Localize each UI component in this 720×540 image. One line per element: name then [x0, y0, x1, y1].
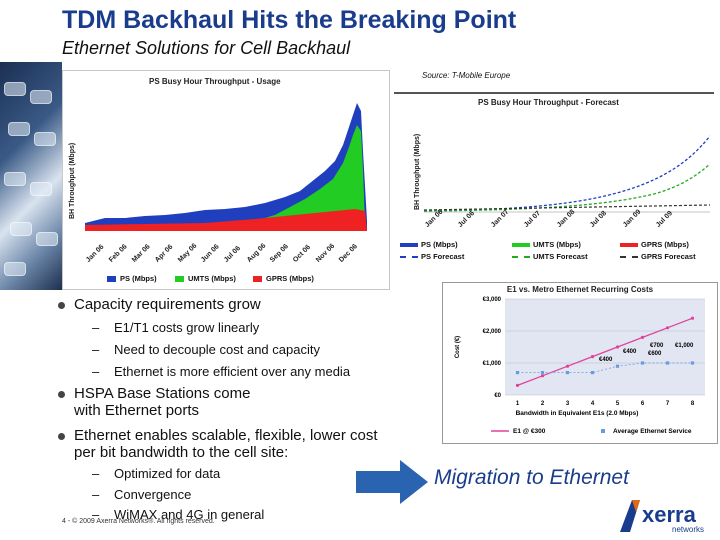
usage-chart-title: PS Busy Hour Throughput - Usage — [149, 77, 281, 86]
x-tick-label: 1 — [516, 401, 520, 407]
bullet-capacity: Capacity requirements grow — [58, 296, 261, 313]
ethernet-cost-point — [565, 371, 570, 375]
e1-cost-point — [640, 335, 645, 339]
sub-bullet: – Convergence — [92, 487, 192, 502]
x-tick-label: 5 — [616, 401, 620, 407]
keyboard-photo — [0, 62, 62, 290]
legend-gprs: GPRS (Mbps) — [253, 274, 314, 283]
usage-tick: May 06 — [177, 242, 199, 264]
x-tick-label: 6 — [641, 401, 645, 407]
cost-plot: €3,000 €2,000 €1,000 €0 1 2 3 4 5 6 7 8 Cost (€) Ba… — [455, 297, 705, 435]
forecast-y-label: BH Throughput (Mbps) — [414, 133, 421, 210]
x-tick-label: 4 — [591, 401, 595, 407]
source-note: Source: T-Mobile Europe — [422, 71, 511, 80]
e1-cost-point — [665, 326, 670, 330]
e1-cost-point — [540, 374, 545, 378]
cost-chart: E1 vs. Metro Ethernet Recurring Costs €3… — [442, 282, 718, 444]
legend-ps: PS (Mbps) — [107, 274, 157, 283]
page-subtitle: Ethernet Solutions for Cell Backhaul — [62, 38, 351, 58]
y-tick-label: €2,000 — [483, 329, 502, 335]
usage-tick: Jul 06 — [223, 244, 242, 264]
x-tick-label: 3 — [566, 401, 570, 407]
ethernet-cost-point — [640, 361, 645, 365]
y-tick-label: €0 — [494, 393, 501, 399]
ps-area — [85, 103, 367, 231]
annotation: €700 — [650, 343, 664, 349]
cost-y-label: Cost (€) — [455, 336, 461, 358]
ethernet-cost-point — [665, 361, 670, 365]
forecast-chart-title: PS Busy Hour Throughput - Forecast — [478, 98, 619, 107]
usage-tick: Jun 06 — [200, 243, 221, 264]
legend-gprs-actual: GPRS (Mbps) — [620, 240, 689, 249]
page-title: TDM Backhaul Hits the Breaking Point — [62, 6, 517, 34]
usage-tick: Sep 06 — [269, 243, 290, 264]
umts-forecast-line — [424, 163, 710, 212]
cost-legend-ethernet: Average Ethernet Service — [613, 428, 692, 435]
ethernet-cost-point — [590, 371, 595, 375]
y-tick-label: €1,000 — [483, 361, 502, 367]
annotation: €1,000 — [675, 343, 694, 349]
sub-bullet: – WiMAX and 4G in general — [92, 507, 265, 522]
usage-tick: Feb 06 — [108, 243, 129, 264]
svg-text:networks: networks — [672, 525, 704, 534]
cost-chart-title: E1 vs. Metro Ethernet Recurring Costs — [506, 285, 654, 294]
usage-y-label: BH Throughput (Mbps) — [69, 142, 76, 219]
e1-cost-point — [690, 316, 695, 320]
e1-cost-point — [590, 355, 595, 359]
gprs-area — [85, 209, 367, 231]
bullet-ethernet-cont: per bit bandwidth to the cell site: — [74, 444, 289, 461]
ethernet-cost-point — [515, 371, 520, 375]
legend-umts-forecast: UMTS Forecast — [512, 252, 588, 261]
y-tick-label: €3,000 — [483, 297, 502, 303]
usage-tick: Mar 06 — [131, 243, 152, 264]
usage-tick: Jan 06 — [85, 243, 106, 264]
usage-tick: Oct 06 — [292, 243, 313, 264]
gprs-forecast-line — [424, 204, 710, 211]
sub-bullet: – Optimized for data — [92, 466, 221, 481]
usage-tick: Nov 06 — [315, 242, 337, 264]
annotation: €600 — [648, 351, 662, 357]
x-tick-label: 2 — [541, 401, 545, 407]
legend-umts: UMTS (Mbps) — [175, 274, 236, 283]
cost-legend-e1: E1 @ €300 — [513, 428, 546, 435]
sub-bullet: – Ethernet is more efficient over any med… — [92, 364, 351, 379]
svg-text:xerra: xerra — [642, 502, 697, 527]
ethernet-cost-line — [517, 362, 693, 373]
copyright-footer: 4 - © 2009 Axerra Networks®. All rights … — [62, 518, 215, 525]
legend-umts-actual: UMTS (Mbps) — [512, 240, 581, 249]
x-tick-label: 8 — [691, 401, 695, 407]
usage-plot — [85, 103, 367, 231]
ps-forecast-line — [424, 135, 710, 212]
ethernet-cost-point — [615, 364, 620, 368]
forecast-chart: PS Busy Hour Throughput - Forecast BH Th… — [394, 92, 714, 264]
sub-bullet: – E1/T1 costs grow linearly — [92, 320, 260, 335]
x-tick-label: 7 — [666, 401, 670, 407]
legend-gprs-forecast: GPRS Forecast — [620, 252, 696, 261]
legend-ps-forecast: PS Forecast — [400, 252, 464, 261]
umts-area — [235, 125, 365, 231]
usage-tick: Dec 06 — [338, 243, 359, 264]
bullet-ethernet: Ethernet enables scalable, flexible, low… — [58, 427, 378, 444]
e1-cost-line — [517, 317, 693, 387]
usage-tick: Aug 06 — [246, 242, 268, 264]
annotation: €400 — [623, 349, 637, 355]
e1-cost-point — [565, 364, 570, 368]
ethernet-cost-point — [540, 371, 545, 375]
axerra-logo: xerra networks — [606, 492, 716, 536]
usage-tick: Apr 06 — [154, 243, 175, 264]
usage-chart: PS Busy Hour Throughput - Usage BH Throu… — [62, 70, 390, 290]
sub-bullet: – Need to decouple cost and capacity — [92, 342, 320, 357]
forecast-plot — [424, 135, 710, 213]
migration-callout: Migration to Ethernet — [434, 466, 629, 489]
bullet-hspa-cont: with Ethernet ports — [74, 402, 200, 419]
legend-ps-actual: PS (Mbps) — [400, 240, 458, 249]
e1-cost-point — [515, 383, 520, 387]
ethernet-cost-point — [690, 361, 695, 365]
right-arrow-icon — [356, 460, 428, 504]
cost-x-label: Bandwidth in Equivalent E1s (2.0 Mbps) — [516, 410, 639, 417]
bullet-hspa: HSPA Base Stations come — [57, 385, 251, 402]
e1-cost-point — [615, 345, 620, 349]
annotation: €400 — [599, 357, 613, 363]
